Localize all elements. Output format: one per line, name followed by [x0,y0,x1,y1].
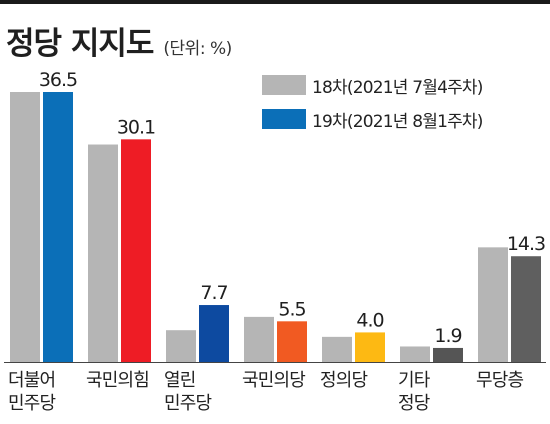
legend-label-prev: 18차(2021년 7월4주차) [312,77,483,98]
bar-current-3 [277,321,307,362]
bar-prev-4 [322,336,352,362]
unit-label: (단위: %) [163,39,232,59]
bar-current-5 [433,347,463,362]
value-label-5: 1.9 [434,325,461,347]
value-label-6: 14.3 [507,233,545,255]
category-label-2-1: 민주당 [164,393,212,414]
bar-prev-6 [478,247,508,362]
legend-label-current: 19차(2021년 8월1주차) [312,111,483,132]
category-label-5-0: 기타 [398,370,431,391]
category-label-0-1: 민주당 [8,393,56,414]
bar-prev-0 [10,92,40,362]
bar-current-2 [199,305,229,362]
category-label-4-0: 정의당 [320,370,368,391]
category-label-3-0: 국민의당 [242,370,305,391]
value-label-1: 30.1 [117,116,155,138]
bar-prev-2 [166,330,196,362]
bar-current-1 [121,139,151,362]
chart-title: 정당 지지도 [6,26,154,62]
legend: 18차(2021년 7월4주차) 19차(2021년 8월1주차) [262,68,483,136]
bar-current-6 [511,256,541,362]
legend-item-current: 19차(2021년 8월1주차) [262,102,483,136]
value-label-0: 36.5 [39,69,77,91]
legend-swatch-current [262,109,306,129]
category-label-6-0: 무당층 [476,370,524,391]
legend-item-prev: 18차(2021년 7월4주차) [262,68,483,102]
bar-prev-5 [400,346,430,362]
category-label-1-0: 국민의힘 [86,370,149,391]
category-label-2-0: 열린 [164,370,196,391]
value-label-3: 5.5 [278,298,305,320]
value-label-2: 7.7 [200,282,227,304]
bar-prev-1 [88,144,118,362]
category-label-5-1: 정당 [398,393,430,414]
bar-current-4 [355,332,385,362]
legend-swatch-prev [262,75,306,95]
bar-prev-3 [244,316,274,362]
top-rule [0,0,550,4]
value-label-4: 4.0 [356,309,383,331]
bar-current-0 [43,92,73,362]
category-label-0-0: 더불어 [8,370,55,391]
title-block: 정당 지지도 (단위: %) [6,18,232,63]
